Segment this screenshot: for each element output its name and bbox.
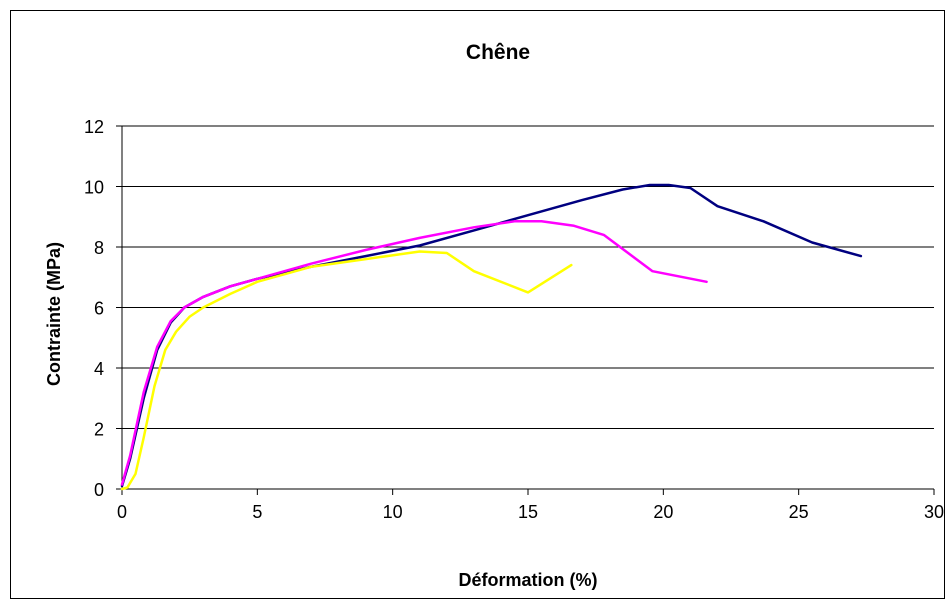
tick-labels: 0 2 4 6 8 10 12 0 5 10 15 20 25 30 — [84, 117, 944, 522]
x-tick-label: 25 — [789, 502, 809, 522]
series-line-1 — [120, 183, 863, 488]
chart-frame — [10, 10, 945, 599]
y-axis-label: Contrainte (MPa) — [44, 242, 64, 386]
series-line-2 — [120, 220, 708, 486]
y-tick-label: 10 — [84, 178, 104, 198]
x-tick-label: 20 — [653, 502, 673, 522]
axes — [116, 125, 935, 495]
y-tick-label: 12 — [84, 117, 104, 137]
x-tick-label: 5 — [252, 502, 262, 522]
series-lines — [120, 183, 863, 491]
x-tick-label: 15 — [518, 502, 538, 522]
x-tick-label: 30 — [924, 502, 944, 522]
series-line-3 — [120, 250, 573, 491]
chart-title: Chêne — [466, 41, 530, 64]
y-tick-label: 0 — [94, 480, 104, 500]
x-axis-label: Déformation (%) — [459, 570, 598, 590]
x-tick-label: 0 — [117, 502, 127, 522]
gridlines — [122, 125, 934, 429]
y-tick-label: 2 — [94, 420, 104, 440]
y-tick-label: 8 — [94, 238, 104, 258]
y-tick-label: 6 — [94, 299, 104, 319]
y-tick-label: 4 — [94, 359, 104, 379]
x-tick-label: 10 — [383, 502, 403, 522]
